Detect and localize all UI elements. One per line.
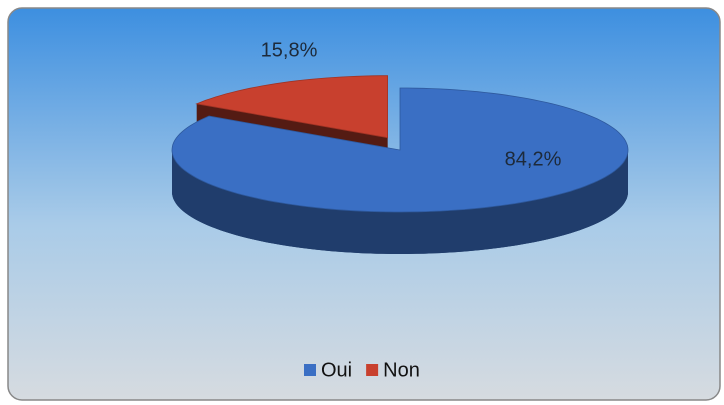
slice [171,87,629,213]
legend: Oui Non [304,359,420,381]
slice-side [172,150,628,254]
slice [195,75,388,139]
legend-label: Oui [321,359,352,381]
legend-swatch [366,364,379,376]
legend-swatch [304,364,316,376]
value-label: 15,8% [261,39,318,61]
legend-label: Non [383,359,420,381]
pie: 84,2% 15,8% [171,39,629,254]
value-label: 84,2% [505,148,562,170]
